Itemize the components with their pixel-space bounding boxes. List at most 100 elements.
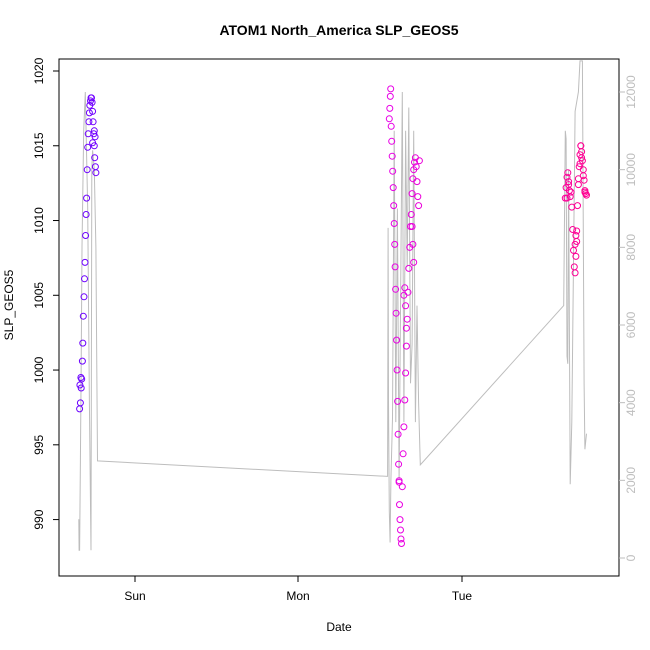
data-point [401,396,409,404]
data-point [390,202,398,210]
y-tick-label: 990 [32,509,46,529]
data-point [413,178,421,186]
data-points-layer [76,85,590,547]
data-point [402,324,410,332]
data-point [76,405,84,413]
y-tick-label: 1000 [32,356,46,383]
data-point [408,190,416,198]
x-tick-label: Mon [286,589,309,603]
data-point [399,450,407,458]
data-point [392,309,400,317]
data-point [408,223,416,230]
y-tick-label: 1010 [32,207,46,234]
plot-frame [58,58,620,577]
data-point [388,137,396,145]
data-point [414,193,422,201]
data-point [82,232,90,239]
data-point [91,133,99,141]
y2-tick-label: 2000 [624,467,638,494]
data-point [89,118,97,126]
data-point [412,163,420,171]
data-point [387,85,395,93]
data-point [87,97,94,105]
y2-tick-label: 4000 [624,389,638,416]
data-point [387,122,395,130]
data-point [402,302,410,310]
data-point [77,374,85,381]
y2-tick-label: 12000 [624,75,638,109]
data-point [400,423,408,431]
y-tick-label: 1020 [32,57,46,84]
data-point [391,240,399,248]
data-point [566,193,574,201]
data-point [563,173,571,181]
data-point [395,460,403,468]
data-point [85,118,93,126]
y2-tick-label: 10000 [624,153,638,187]
data-point [581,188,589,196]
data-point [92,169,100,177]
data-point [386,92,394,100]
data-point [91,154,99,162]
data-point [386,104,394,112]
y2-tick-label: 0 [624,554,638,561]
data-point [396,516,404,524]
data-point [388,152,396,160]
data-point [389,184,397,192]
data-point [564,169,572,177]
chart-title: ATOM1 North_America SLP_GEOS5 [219,22,458,38]
data-point [415,202,423,210]
data-point [394,397,402,405]
data-point [570,263,578,271]
x-axis-label: Date [326,620,352,634]
data-point [84,143,92,151]
data-point [578,154,586,162]
data-point [393,366,401,374]
data-point [410,258,418,266]
data-point [82,211,90,218]
altitude-line [78,60,587,551]
data-point [398,483,406,491]
data-point [565,178,573,186]
data-point [407,211,415,218]
data-point [394,430,402,438]
data-point [401,284,409,292]
data-point [405,264,413,272]
data-point [397,535,405,543]
data-point [81,258,89,266]
data-point [573,227,581,235]
data-point [572,252,580,260]
data-point [385,115,393,123]
data-point [400,291,408,299]
data-point [79,312,87,320]
y-tick-label: 1015 [32,132,46,159]
data-point [83,194,91,202]
data-point [81,275,88,283]
y-tick-label: 1005 [32,282,46,309]
data-point [396,501,403,509]
data-point [574,202,581,210]
data-point [88,94,95,102]
data-point [574,181,582,189]
data-point [85,109,93,117]
data-point [573,238,581,245]
y2-tick-label: 8000 [624,234,638,261]
data-point [89,139,97,147]
data-point [403,315,411,323]
data-point [577,142,585,150]
data-point [574,175,582,183]
data-point [89,107,97,115]
data-point [565,181,573,189]
data-point [76,399,84,407]
data-point [579,172,587,180]
data-point [83,166,91,174]
y2-tick-label: 6000 [624,311,638,338]
data-point [79,339,87,347]
data-point [411,158,418,166]
data-point [392,285,400,293]
data-point [390,220,398,227]
data-point [409,240,417,248]
data-point [398,540,405,547]
data-point [402,342,410,350]
data-point [393,336,401,344]
